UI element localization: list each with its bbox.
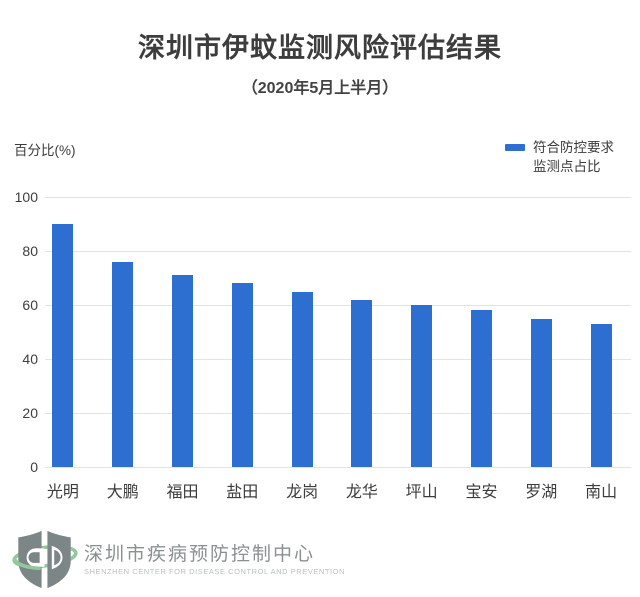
bar-slot-龙华 (332, 197, 392, 467)
gridline-0 (45, 466, 631, 468)
y-tick-label-60: 60 (22, 297, 38, 313)
cdc-logo-icon (12, 530, 78, 589)
bar-盐田 (231, 283, 253, 467)
gridline-40 (45, 358, 631, 360)
x-axis-labels: 光明 大鹏 福田 盐田 龙岗 龙华 坪山 宝安 罗湖 南山 (33, 478, 631, 502)
bar-龙岗 (291, 291, 313, 467)
y-tick-label-100: 100 (14, 189, 38, 205)
legend-swatch (505, 144, 525, 151)
x-label-龙岗: 龙岗 (286, 484, 319, 501)
bar-slot-大鹏 (93, 197, 153, 467)
gridline-100 (45, 196, 631, 198)
legend: 符合防控要求 监测点占比 (505, 138, 614, 176)
bar-光明 (52, 224, 74, 467)
chart-subtitle: （2020年5月上半月） (241, 80, 399, 97)
x-label-宝安: 宝安 (465, 484, 498, 501)
bar-福田 (171, 275, 193, 467)
bar-slot-龙岗 (272, 197, 332, 467)
bar-南山 (590, 323, 612, 467)
footer: 深圳市疾病预防控制中心 SHENZHEN CENTER FOR DISEASE … (12, 528, 345, 591)
legend-label-line1: 符合防控要求 (533, 140, 614, 155)
legend-label: 符合防控要求 监测点占比 (533, 138, 614, 176)
y-tick-label-0: 0 (30, 459, 38, 475)
bar-罗湖 (530, 318, 552, 467)
x-label-大鹏: 大鹏 (106, 484, 139, 501)
gridlines (45, 196, 631, 468)
bar-宝安 (470, 310, 492, 467)
bar-大鹏 (112, 261, 134, 467)
x-label-福田: 福田 (166, 484, 199, 501)
x-label-光明: 光明 (46, 484, 79, 501)
gridline-80 (45, 250, 631, 252)
bar-slot-盐田 (212, 197, 272, 467)
gridline-60 (45, 304, 631, 306)
legend-label-line2: 监测点占比 (533, 159, 601, 174)
y-axis-title: 百分比(%) (14, 143, 76, 158)
bar-slot-罗湖 (511, 197, 571, 467)
y-tick-label-40: 40 (22, 351, 38, 367)
x-label-坪山: 坪山 (405, 484, 438, 501)
bar-slot-南山 (571, 197, 631, 467)
x-label-盐田: 盐田 (226, 484, 259, 501)
y-tick-label-20: 20 (22, 405, 38, 421)
y-tick-label-80: 80 (22, 243, 38, 259)
x-label-龙华: 龙华 (345, 484, 378, 501)
footer-org-name-cn: 深圳市疾病预防控制中心 (84, 544, 316, 565)
gridline-20 (45, 412, 631, 414)
bar-slot-宝安 (452, 197, 512, 467)
x-label-罗湖: 罗湖 (525, 484, 558, 501)
bar-slot-坪山 (392, 197, 452, 467)
bar-slot-福田 (153, 197, 213, 467)
x-label-南山: 南山 (585, 484, 618, 501)
footer-org-name-en: SHENZHEN CENTER FOR DISEASE CONTROL AND … (84, 567, 346, 576)
bar-series (33, 197, 631, 467)
bar-龙华 (351, 299, 373, 467)
footer-org-text: 深圳市疾病预防控制中心 SHENZHEN CENTER FOR DISEASE … (84, 544, 345, 577)
bar-slot-光明 (33, 197, 93, 467)
chart-title: 深圳市伊蚊监测风险评估结果 (138, 33, 502, 63)
bar-坪山 (411, 305, 433, 467)
